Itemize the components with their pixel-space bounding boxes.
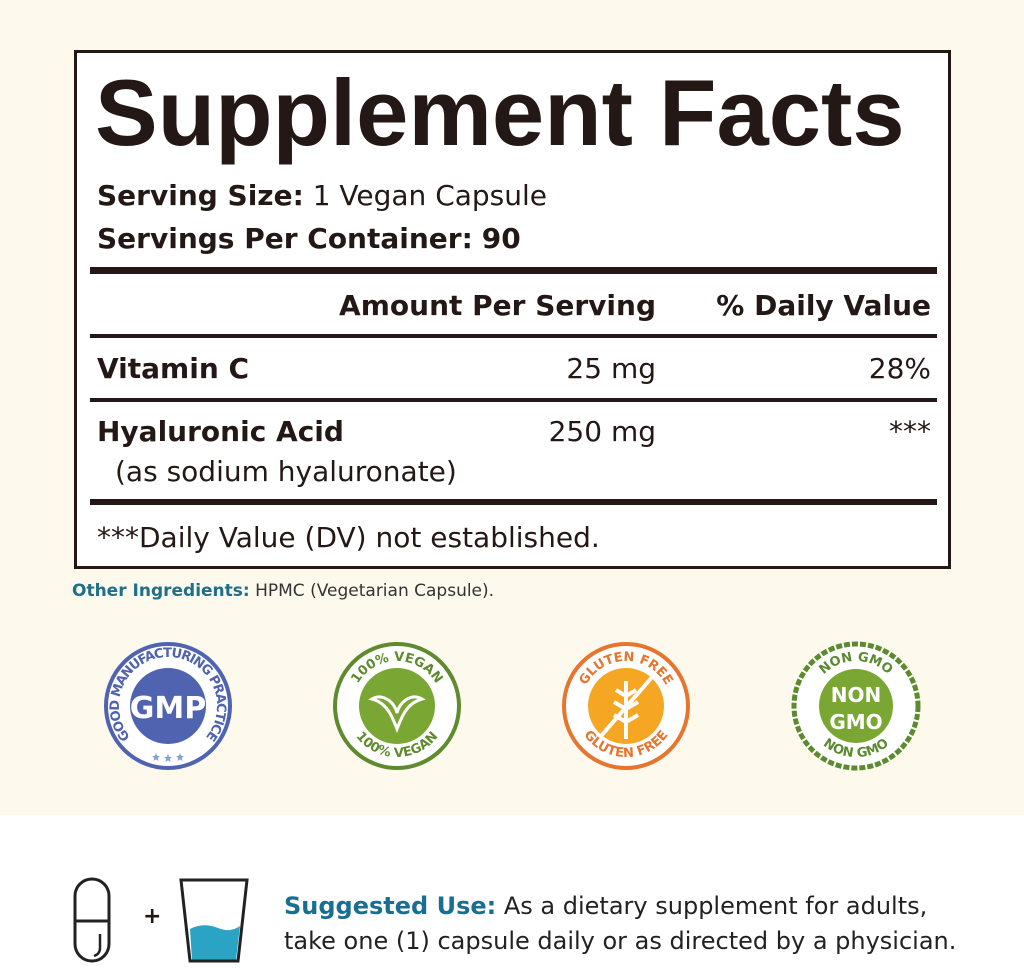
panel-title: Supplement Facts <box>95 60 905 165</box>
serving-size-value: 1 Vegan Capsule <box>312 179 548 212</box>
serving-size-label: Serving Size: <box>97 179 304 212</box>
servings-value: 90 <box>481 222 521 255</box>
nutrient-subtext: (as sodium hyaluronate) <box>115 455 457 488</box>
nongmo-center-1: NON <box>831 683 881 707</box>
leaf-icon <box>368 695 426 734</box>
suggested-use-label: Suggested Use: <box>284 892 497 920</box>
non-gmo-badge-icon: NON GMO NON GMO NON GMO <box>791 641 921 771</box>
nutrient-dv: 28% <box>868 352 931 385</box>
capsule-icon <box>73 877 111 963</box>
header-daily-value: % Daily Value <box>716 289 931 322</box>
nutrient-amount: 250 mg <box>548 415 656 448</box>
divider-thick <box>90 499 937 505</box>
nutrient-name: Hyaluronic Acid <box>97 415 344 448</box>
servings-per-container: Servings Per Container: 90 <box>97 222 521 255</box>
supplement-facts-panel: Supplement Facts Serving Size: 1 Vegan C… <box>74 50 951 569</box>
other-ingredients-value: HPMC (Vegetarian Capsule). <box>255 581 495 601</box>
divider <box>90 398 937 402</box>
servings-label: Servings Per Container: <box>97 222 473 255</box>
other-ingredients: Other Ingredients: HPMC (Vegetarian Caps… <box>72 581 494 601</box>
strike-line <box>599 674 655 738</box>
suggested-use: Suggested Use: As a dietary supplement f… <box>284 889 964 959</box>
other-ingredients-label: Other Ingredients: <box>72 581 250 601</box>
nutrient-name: Vitamin C <box>97 352 250 385</box>
star-icons <box>152 753 184 762</box>
water-glass-icon <box>179 878 249 963</box>
divider <box>90 334 937 338</box>
gmp-center-text: GMP <box>130 691 206 726</box>
divider-thick <box>90 267 937 274</box>
nutrient-amount: 25 mg <box>566 352 656 385</box>
vegan-badge-icon: 100% VEGAN 100% VEGAN <box>333 642 461 770</box>
header-amount: Amount Per Serving <box>339 289 656 322</box>
suggested-use-text: As a dietary supplement for adults, take… <box>284 892 957 955</box>
plus-sign: + <box>143 904 162 929</box>
gmp-badge-icon: GOOD MANUFACTURING PRACTICE GMP <box>104 642 232 770</box>
footnote: ***Daily Value (DV) not established. <box>97 521 600 554</box>
gluten-free-badge-icon: GLUTEN FREE GLUTEN FREE <box>562 642 690 770</box>
nutrient-dv: *** <box>889 415 931 448</box>
nongmo-center-2: GMO <box>829 710 882 734</box>
serving-size: Serving Size: 1 Vegan Capsule <box>97 179 547 212</box>
